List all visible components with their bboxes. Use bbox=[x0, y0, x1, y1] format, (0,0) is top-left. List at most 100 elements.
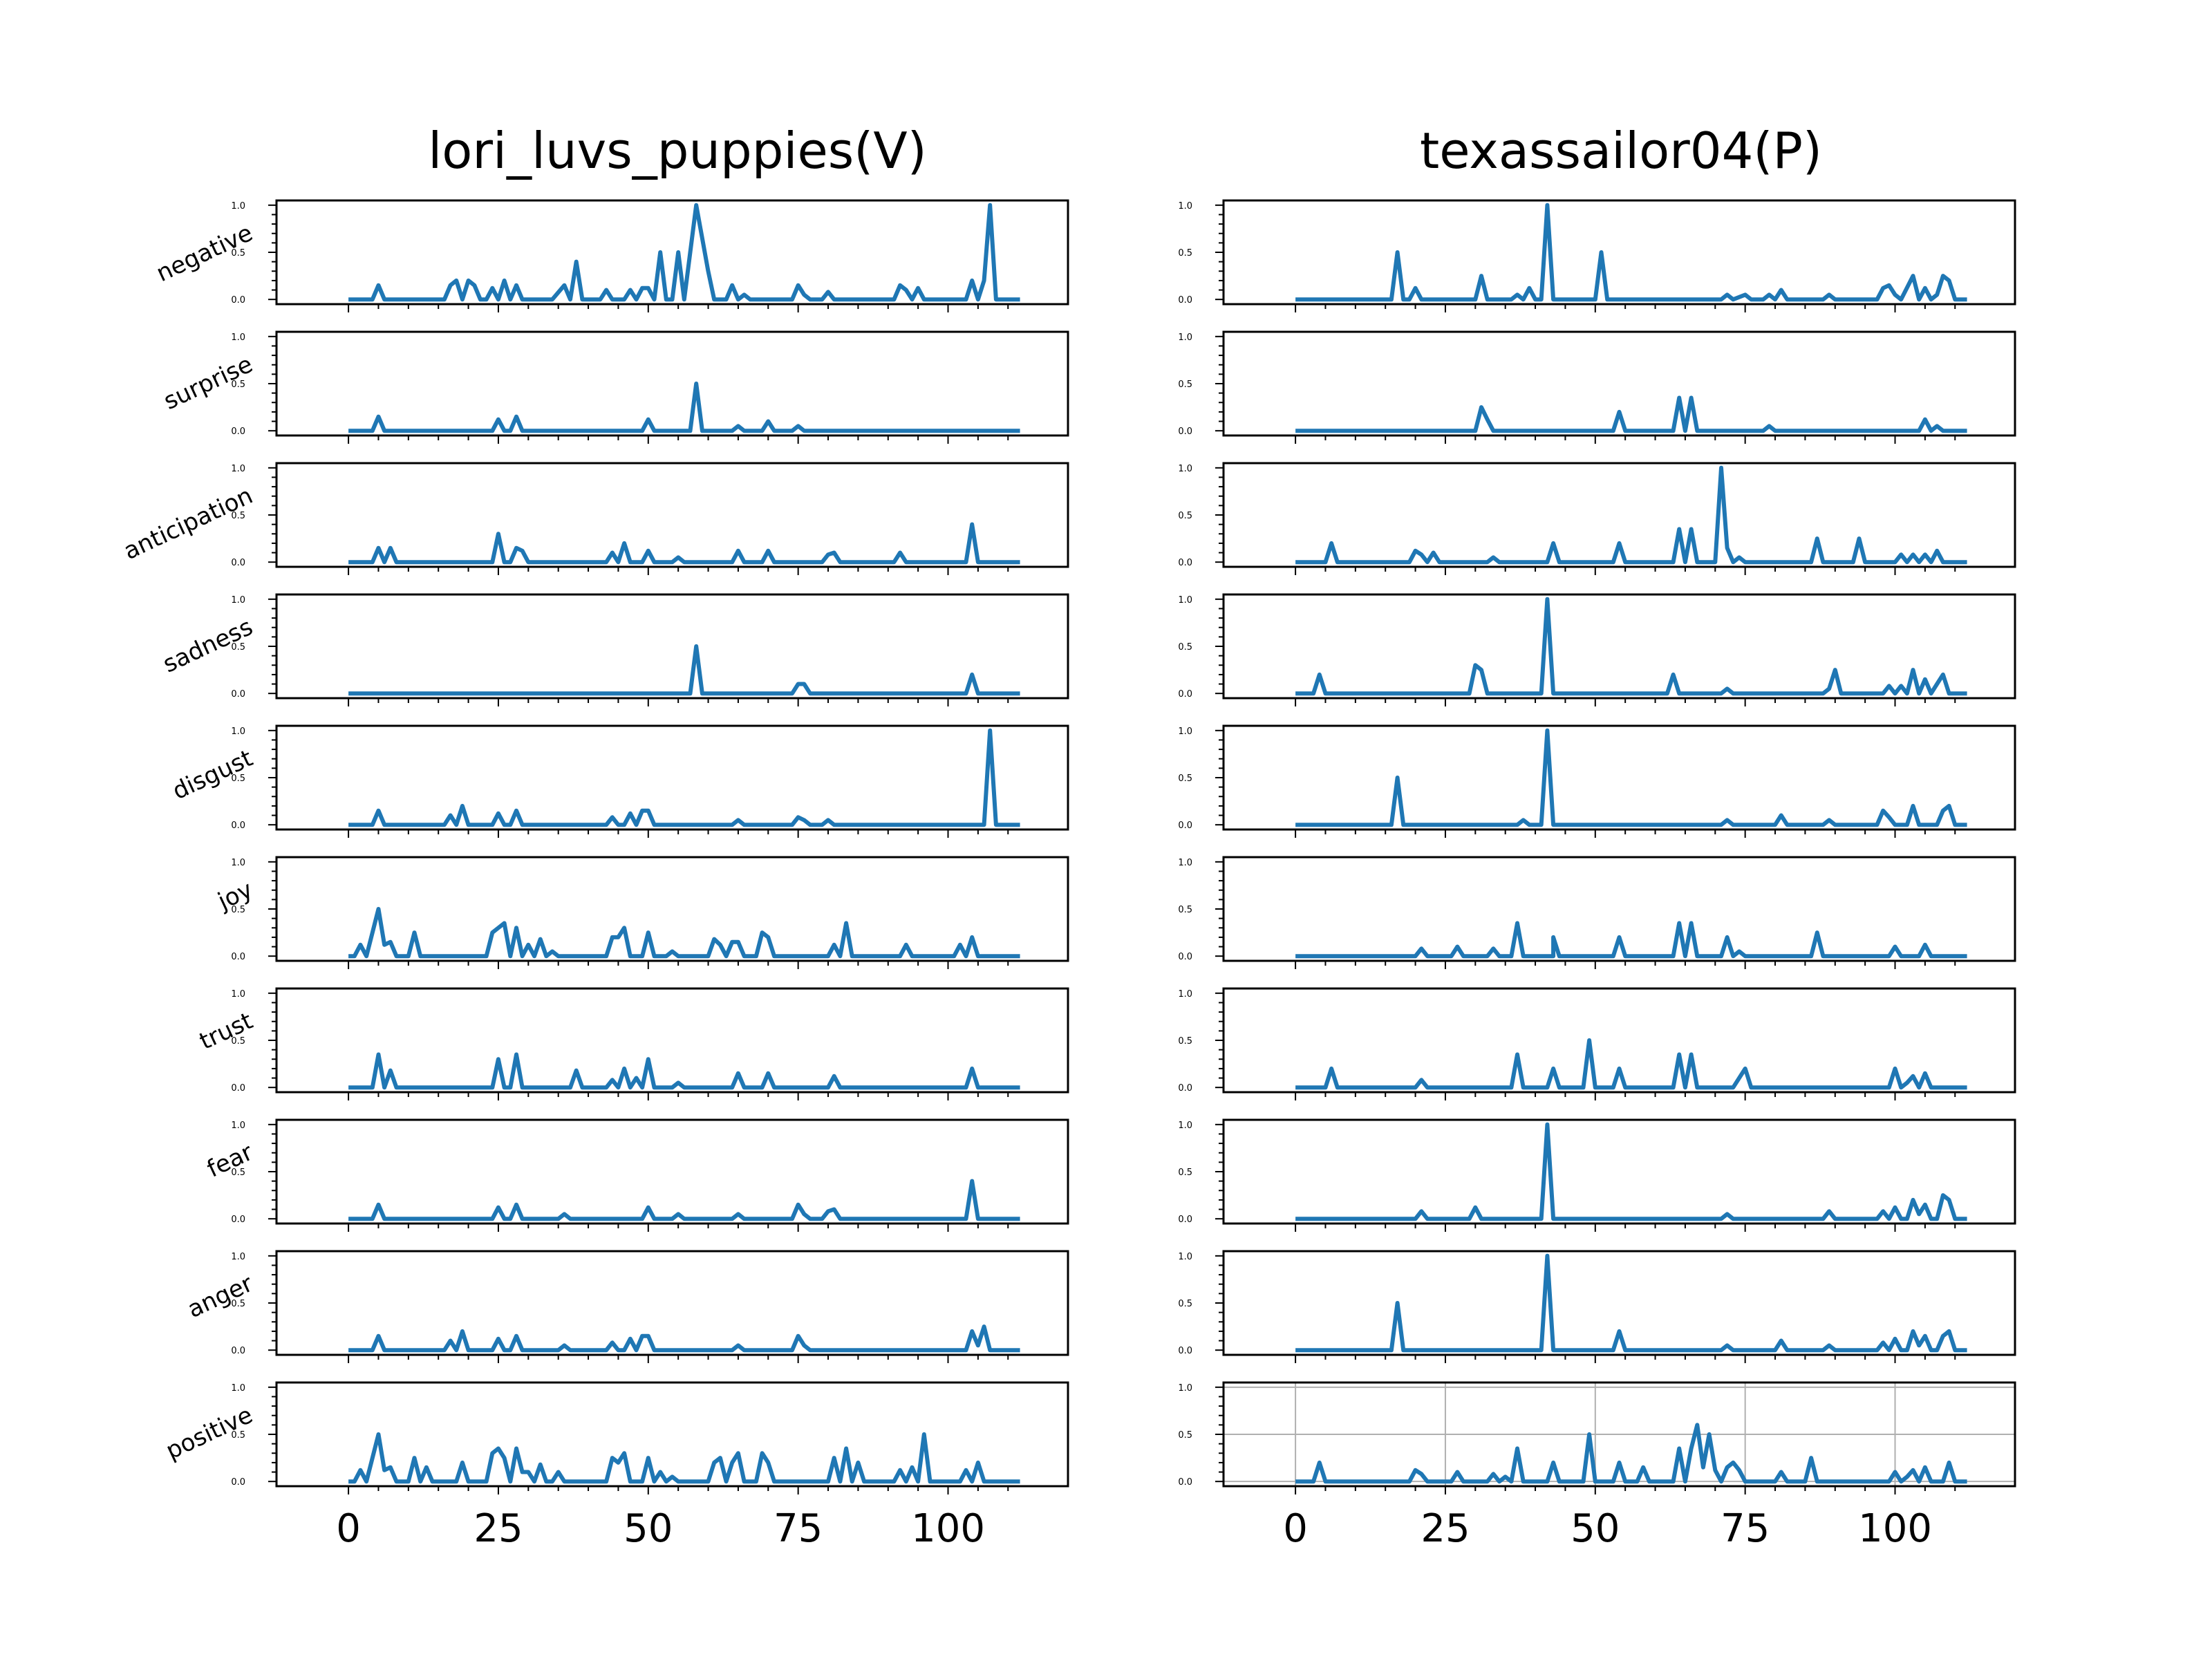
y-tick-label: 0.0 bbox=[1178, 821, 1192, 831]
y-tick-label: 0.5 bbox=[231, 642, 245, 653]
panel-fear-right: 0.0 0.5 1.0 bbox=[1178, 1118, 2016, 1232]
series-line-disgust bbox=[1295, 728, 1967, 827]
y-tick-label: 1.0 bbox=[231, 858, 245, 868]
y-tick-label: 0.0 bbox=[1178, 952, 1192, 962]
x-tick-label: 50 bbox=[1571, 1506, 1620, 1551]
y-tick-label: 0.5 bbox=[231, 1036, 245, 1047]
series-line-anticipation bbox=[1295, 465, 1967, 565]
y-tick-label: 0.5 bbox=[1178, 905, 1192, 915]
y-tick-label: 0.5 bbox=[231, 905, 245, 915]
series-line-trust bbox=[348, 1052, 1020, 1090]
y-tick-label: 1.0 bbox=[1178, 464, 1192, 474]
x-tick-label: 25 bbox=[474, 1506, 523, 1551]
y-tick-label: 1.0 bbox=[231, 201, 245, 212]
panel-joy-right: 0.0 0.5 1.0 bbox=[1178, 856, 2016, 969]
y-tick-label: 0.5 bbox=[231, 1168, 245, 1178]
y-tick-label: 0.5 bbox=[231, 511, 245, 521]
series-line-negative bbox=[1295, 203, 1967, 302]
y-tick-label: 0.0 bbox=[1178, 558, 1192, 568]
y-tick-label: 1.0 bbox=[231, 1252, 245, 1262]
panel-sadness-right: 0.0 0.5 1.0 bbox=[1178, 593, 2016, 706]
y-tick-label: 0.5 bbox=[231, 774, 245, 784]
series-line-anger bbox=[1295, 1253, 1967, 1353]
panel-anger-right: 0.0 0.5 1.0 bbox=[1178, 1250, 2016, 1363]
series-line-trust bbox=[1295, 1038, 1967, 1090]
y-tick-label: 0.5 bbox=[1178, 1168, 1192, 1178]
y-tick-label: 0.5 bbox=[1178, 1430, 1192, 1441]
y-tick-label: 0.0 bbox=[1178, 1083, 1192, 1094]
x-tick-label: 75 bbox=[1721, 1506, 1770, 1551]
y-tick-label: 0.5 bbox=[231, 248, 245, 259]
y-tick-label: 0.5 bbox=[1178, 1299, 1192, 1309]
y-tick-label: 0.0 bbox=[231, 1215, 245, 1225]
y-tick-label: 1.0 bbox=[1178, 1121, 1192, 1131]
y-tick-label: 0.5 bbox=[1178, 1036, 1192, 1047]
series-line-sadness bbox=[348, 644, 1020, 696]
panel-surprise-right: 0.0 0.5 1.0 bbox=[1178, 330, 2016, 444]
y-tick-label: 1.0 bbox=[231, 595, 245, 606]
y-tick-label: 0.5 bbox=[1178, 511, 1192, 521]
y-tick-label: 0.0 bbox=[231, 952, 245, 962]
series-line-positive bbox=[1295, 1423, 1967, 1484]
series-line-surprise bbox=[1295, 395, 1967, 433]
y-tick-label: 1.0 bbox=[231, 1383, 245, 1394]
column-title-left: lori_luvs_puppies(V) bbox=[428, 122, 926, 180]
y-tick-label: 1.0 bbox=[1178, 1252, 1192, 1262]
series-line-anticipation bbox=[348, 522, 1020, 565]
y-tick-label: 1.0 bbox=[231, 727, 245, 737]
panel-trust-right: 0.0 0.5 1.0 bbox=[1178, 987, 2016, 1100]
series-line-disgust bbox=[348, 728, 1020, 827]
y-tick-label: 1.0 bbox=[231, 1121, 245, 1131]
series-line-positive bbox=[348, 1432, 1020, 1484]
y-tick-label: 1.0 bbox=[231, 989, 245, 1000]
series-line-negative bbox=[348, 203, 1020, 302]
y-tick-label: 0.0 bbox=[231, 427, 245, 437]
y-tick-label: 0.5 bbox=[1178, 379, 1192, 390]
y-tick-label: 0.0 bbox=[1178, 295, 1192, 306]
x-tick-label: 50 bbox=[624, 1506, 673, 1551]
y-tick-label: 0.5 bbox=[1178, 774, 1192, 784]
y-tick-label: 1.0 bbox=[1178, 595, 1192, 606]
y-tick-label: 0.0 bbox=[231, 558, 245, 568]
y-tick-label: 0.0 bbox=[231, 295, 245, 306]
series-line-joy bbox=[1295, 921, 1967, 959]
y-tick-label: 0.0 bbox=[1178, 689, 1192, 700]
y-tick-label: 0.0 bbox=[231, 1346, 245, 1356]
panel-disgust-right: 0.0 0.5 1.0 bbox=[1178, 724, 2016, 838]
y-tick-label: 0.5 bbox=[1178, 248, 1192, 259]
x-tick-label: 0 bbox=[336, 1506, 361, 1551]
series-line-fear bbox=[1295, 1122, 1967, 1221]
x-tick-label: 100 bbox=[1858, 1506, 1932, 1551]
y-tick-label: 0.5 bbox=[231, 379, 245, 390]
y-tick-label: 0.5 bbox=[231, 1430, 245, 1441]
x-tick-label: 0 bbox=[1283, 1506, 1308, 1551]
y-tick-label: 0.0 bbox=[1178, 1477, 1192, 1488]
y-tick-label: 1.0 bbox=[1178, 858, 1192, 868]
x-tick-label: 100 bbox=[911, 1506, 985, 1551]
panel-positive-right: 0.0 0.5 1.0 0 25 50 75 100 bbox=[1178, 1381, 2016, 1551]
y-tick-label: 1.0 bbox=[1178, 989, 1192, 1000]
y-tick-label: 0.0 bbox=[1178, 1346, 1192, 1356]
y-tick-label: 1.0 bbox=[231, 464, 245, 474]
series-line-anger bbox=[348, 1324, 1020, 1353]
series-line-fear bbox=[348, 1179, 1020, 1221]
x-tick-label: 75 bbox=[774, 1506, 823, 1551]
y-tick-label: 1.0 bbox=[231, 332, 245, 343]
y-tick-label: 0.5 bbox=[1178, 642, 1192, 653]
y-tick-label: 0.0 bbox=[231, 821, 245, 831]
series-line-joy bbox=[348, 907, 1020, 959]
y-tick-label: 0.5 bbox=[231, 1299, 245, 1309]
series-line-surprise bbox=[348, 382, 1020, 433]
y-tick-label: 1.0 bbox=[1178, 1383, 1192, 1394]
x-tick-label: 25 bbox=[1421, 1506, 1470, 1551]
y-tick-label: 1.0 bbox=[1178, 201, 1192, 212]
y-tick-label: 0.0 bbox=[231, 1083, 245, 1094]
y-tick-label: 0.0 bbox=[1178, 427, 1192, 437]
y-tick-label: 1.0 bbox=[1178, 332, 1192, 343]
series-line-sadness bbox=[1295, 597, 1967, 696]
panel-anticipation-right: 0.0 0.5 1.0 bbox=[1178, 462, 2016, 575]
panel-negative-right: 0.0 0.5 1.0 bbox=[1178, 199, 2016, 312]
y-tick-label: 0.0 bbox=[231, 689, 245, 700]
